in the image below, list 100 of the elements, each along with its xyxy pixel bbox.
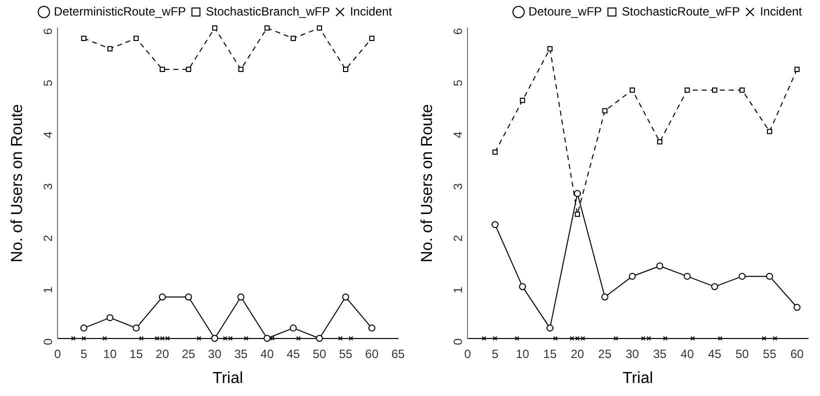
x-tick-label: 10: [103, 346, 117, 361]
legend-label: Incident: [350, 4, 393, 18]
y-tick-label: 1: [40, 286, 55, 294]
y-tick-label: 2: [450, 234, 465, 242]
point: [574, 190, 581, 198]
point: [492, 150, 498, 155]
point: [71, 336, 76, 341]
point: [290, 36, 296, 41]
point: [185, 294, 192, 301]
point: [520, 98, 526, 104]
y-axis-title: No. of Users on Route: [419, 104, 436, 262]
point: [102, 336, 107, 341]
point: [628, 272, 636, 280]
point: [684, 87, 690, 93]
x-tick-label: 45: [708, 346, 722, 361]
x-tick-label: 50: [735, 346, 750, 361]
x-tick-label: 15: [543, 346, 557, 361]
point: [630, 87, 635, 93]
x-axis-title: Trial: [212, 370, 244, 387]
legend-label: StochasticRoute_wFP: [622, 4, 740, 18]
point: [107, 46, 113, 52]
point: [368, 324, 376, 332]
x-axis-title: Trial: [622, 370, 654, 387]
y-tick-label: 5: [450, 79, 465, 86]
point: [641, 336, 646, 341]
point: [601, 294, 608, 301]
point: [342, 294, 350, 301]
legend-label: Incident: [760, 4, 803, 18]
point: [154, 336, 160, 341]
point: [614, 336, 618, 341]
point: [338, 336, 343, 341]
point: [570, 336, 574, 341]
point: [186, 66, 192, 72]
point: [580, 336, 586, 341]
point: [772, 336, 778, 341]
point: [482, 336, 486, 341]
point: [211, 334, 218, 342]
x-tick-label: 40: [680, 346, 694, 361]
point: [134, 36, 139, 41]
point: [212, 25, 218, 31]
point: [82, 336, 86, 341]
y-tick-label: 2: [40, 234, 55, 242]
y-tick-label: 5: [40, 79, 55, 86]
point: [160, 336, 165, 341]
point: [343, 66, 348, 72]
x-tick-label: 5: [492, 346, 499, 361]
point: [574, 212, 580, 217]
point: [264, 25, 270, 31]
legend-label: DeterministicRoute_wFP: [54, 4, 186, 18]
point: [766, 272, 774, 280]
legend-label: Detoure_wFP: [528, 4, 602, 18]
point: [244, 336, 248, 341]
point: [369, 36, 374, 41]
point: [546, 324, 554, 332]
point: [238, 66, 244, 72]
point: [712, 87, 718, 93]
point: [684, 272, 691, 280]
point: [158, 294, 166, 301]
point: [547, 46, 553, 52]
point: [519, 283, 526, 290]
x-tick-label: 55: [762, 346, 777, 361]
point: [160, 66, 165, 72]
point: [718, 336, 722, 341]
point: [139, 336, 144, 341]
point: [196, 336, 202, 341]
x-tick-label: 15: [129, 346, 144, 361]
x-tick-label: 35: [653, 346, 667, 361]
y-tick-label: 6: [40, 28, 55, 35]
point: [646, 336, 652, 341]
x-tick-label: 5: [80, 346, 88, 361]
point: [106, 314, 114, 322]
x-tick-label: 20: [570, 346, 584, 361]
legend-label: StochasticBranch_wFP: [206, 4, 330, 18]
point: [662, 336, 668, 341]
point: [165, 336, 170, 341]
point: [738, 272, 746, 280]
x-tick-label: 25: [182, 346, 196, 361]
y-tick-label: 4: [40, 131, 55, 138]
point: [228, 336, 233, 341]
y-tick-label: 3: [450, 182, 465, 190]
point: [316, 334, 323, 342]
x-tick-label: 20: [156, 346, 170, 361]
point: [296, 336, 301, 341]
x-tick-label: 55: [338, 346, 353, 361]
point: [237, 294, 244, 301]
point: [656, 262, 664, 270]
point: [553, 336, 558, 341]
x-tick-label: 40: [260, 346, 274, 361]
y-tick-label: 1: [450, 286, 465, 294]
point: [492, 336, 498, 341]
y-tick-label: 0: [40, 338, 55, 346]
x-tick-label: 10: [516, 346, 530, 361]
point: [657, 139, 662, 144]
point: [794, 304, 801, 311]
point: [270, 336, 275, 341]
x-tick-label: 50: [312, 346, 326, 361]
point: [602, 108, 608, 114]
point: [514, 336, 520, 341]
x-tick-label: 25: [598, 346, 612, 361]
y-tick-label: 6: [450, 28, 465, 35]
